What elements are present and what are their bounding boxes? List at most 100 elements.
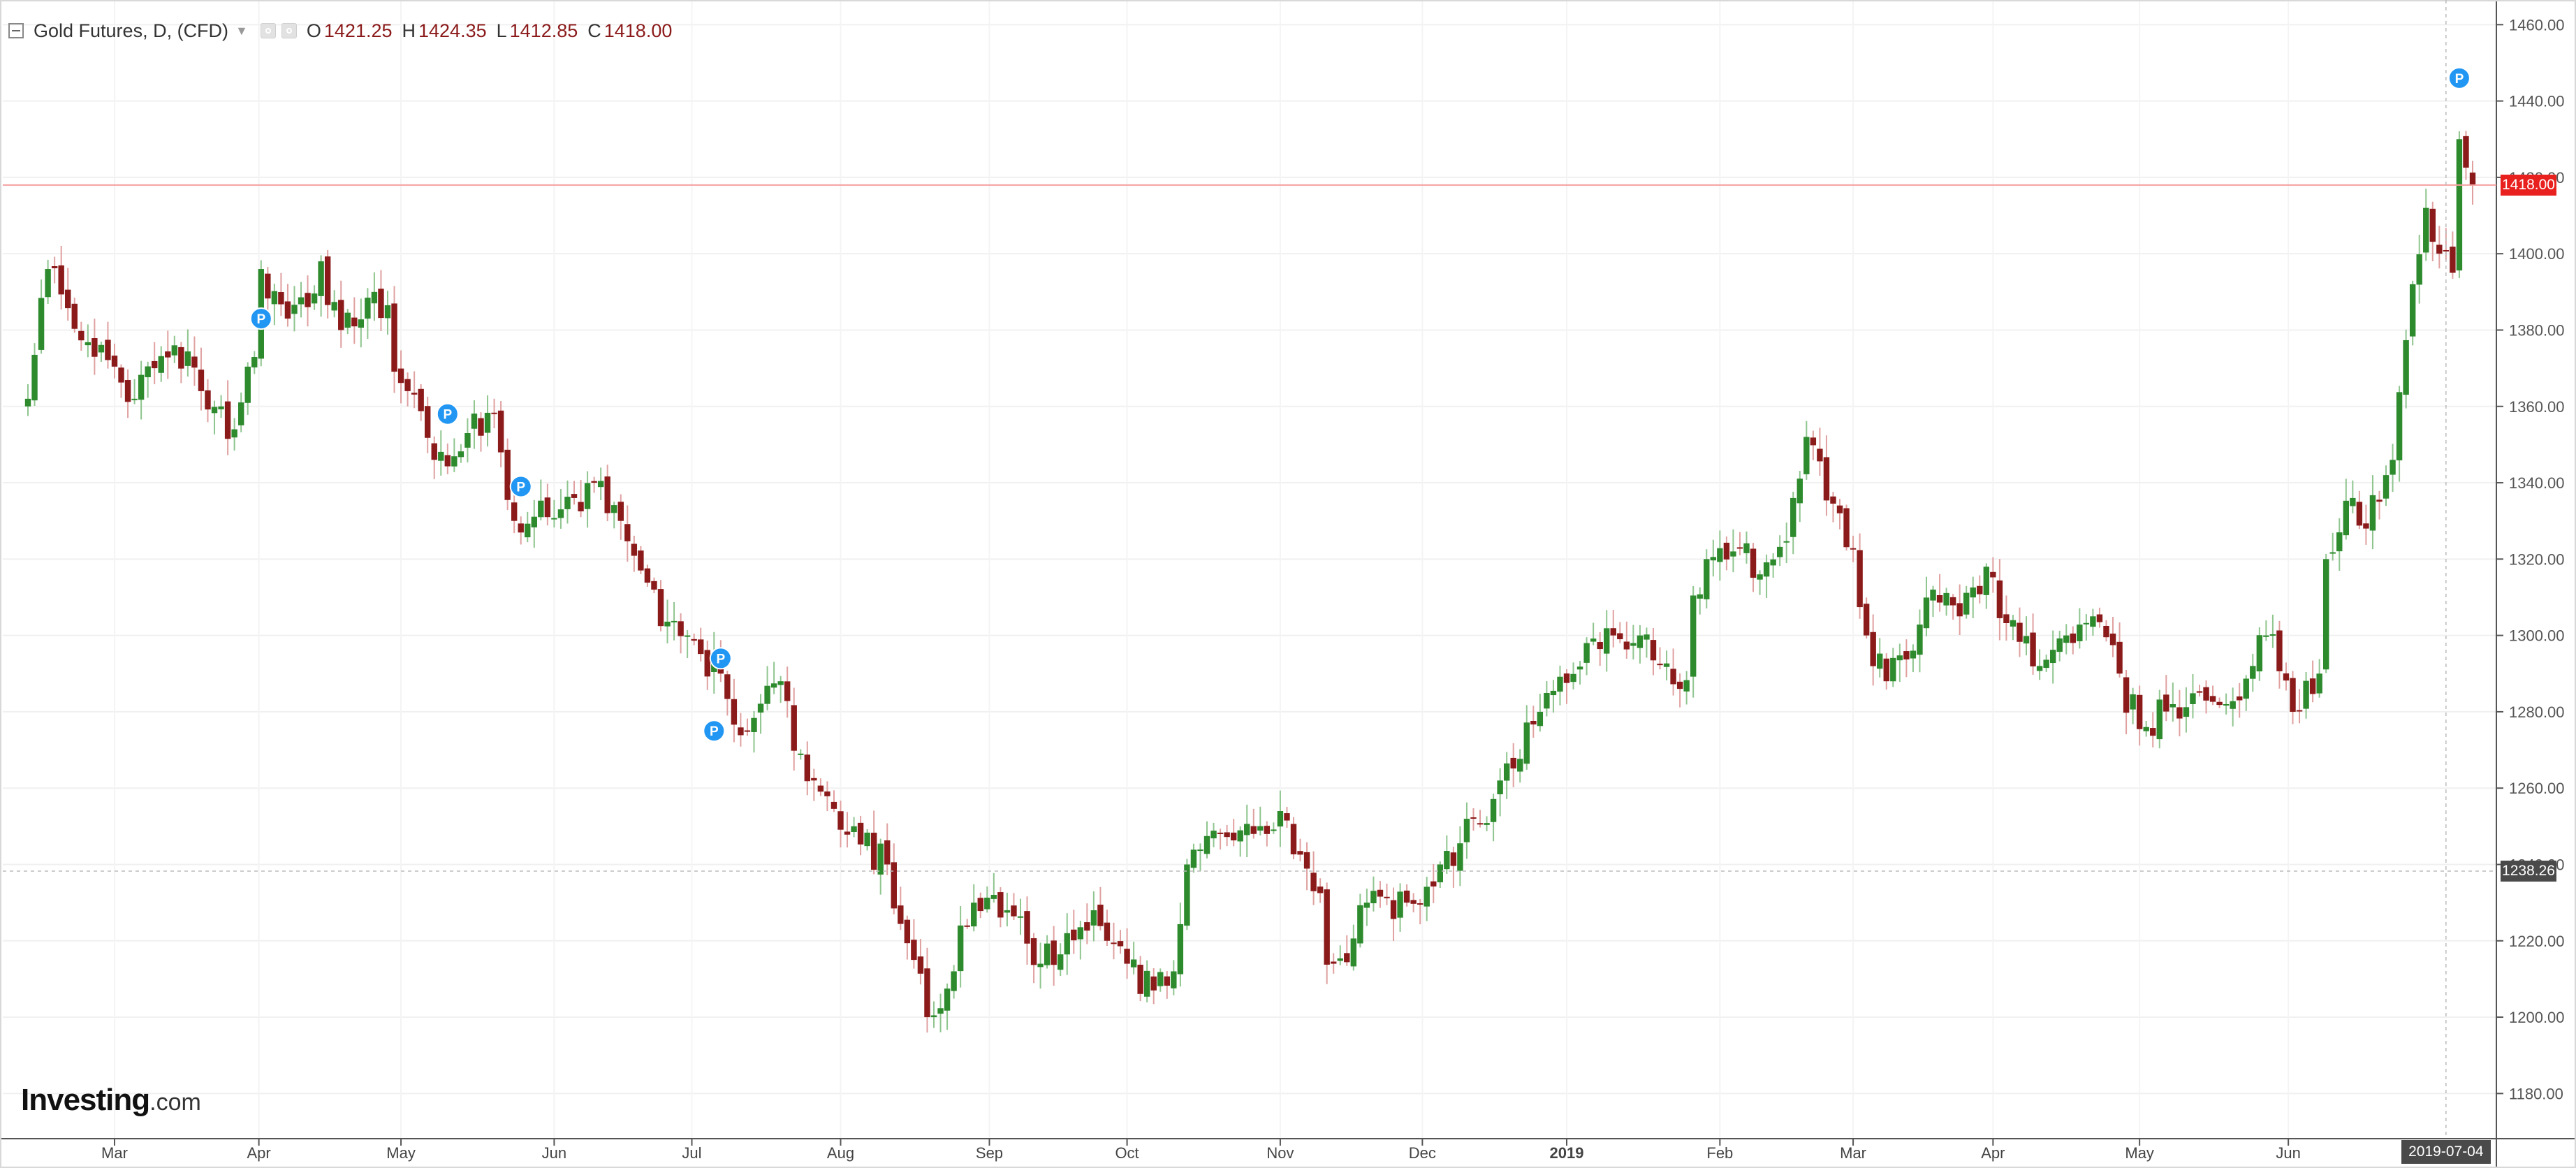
candle xyxy=(1503,752,1510,799)
candle-body xyxy=(138,374,145,400)
candle xyxy=(171,335,178,363)
candle xyxy=(237,392,244,432)
candle xyxy=(38,279,45,354)
candle xyxy=(1857,533,1863,619)
candle xyxy=(1317,878,1324,903)
candle xyxy=(2329,532,2336,561)
candle xyxy=(751,710,757,753)
candle-body xyxy=(1563,673,1570,683)
symbol-title[interactable]: Gold Futures, D, (CFD) xyxy=(34,20,229,41)
candle-body xyxy=(198,370,205,391)
candle-body xyxy=(1384,896,1390,898)
candle-body xyxy=(1344,953,1350,963)
candle xyxy=(578,480,584,518)
candle-body xyxy=(2116,641,2123,674)
candle xyxy=(158,346,164,382)
candle-body xyxy=(751,717,757,732)
candle xyxy=(1090,891,1097,942)
candle-body xyxy=(1137,965,1143,994)
candle xyxy=(165,330,171,379)
candle-body xyxy=(1410,900,1417,904)
x-tick-label: Mar xyxy=(101,1144,128,1162)
candle xyxy=(1150,968,1157,1005)
candle xyxy=(1550,680,1557,713)
candle-body xyxy=(704,650,710,677)
candle-body xyxy=(1683,680,1690,692)
candle-body xyxy=(1084,922,1090,931)
candle xyxy=(1437,861,1443,889)
candle xyxy=(1290,817,1297,859)
candle-body xyxy=(344,312,351,328)
candle-body xyxy=(1983,567,1990,595)
candle xyxy=(1910,644,1917,673)
candle-body xyxy=(1637,635,1644,648)
candle-body xyxy=(1836,505,1843,513)
candle-body xyxy=(1676,681,1683,689)
candle xyxy=(1143,960,1150,1002)
candle xyxy=(131,379,138,404)
dropdown-icon[interactable]: ▼ xyxy=(235,23,248,38)
candle-body xyxy=(1071,929,1077,941)
candle-body xyxy=(1910,650,1917,659)
settings-icon[interactable] xyxy=(260,23,276,38)
candle-body xyxy=(678,621,684,636)
candle xyxy=(864,828,870,851)
candle-body xyxy=(2017,622,2023,642)
candle xyxy=(351,297,358,344)
candle-body xyxy=(664,621,671,627)
candle-body xyxy=(638,550,644,571)
candle xyxy=(2469,161,2476,205)
candle xyxy=(1970,576,1976,618)
candle xyxy=(1770,553,1776,578)
candle-body xyxy=(764,685,770,704)
investing-logo[interactable]: Investing.com xyxy=(21,1083,201,1118)
candle xyxy=(358,298,365,348)
candle-body xyxy=(1783,541,1790,543)
candle xyxy=(2043,655,2049,672)
candle xyxy=(2169,682,2176,722)
candle xyxy=(731,678,738,743)
candle xyxy=(2176,689,2183,737)
candle-body xyxy=(1090,910,1097,926)
pivot-marker-circle xyxy=(2447,66,2471,89)
eye-icon[interactable] xyxy=(281,23,297,38)
candle-body xyxy=(844,831,851,835)
candle-body xyxy=(1576,666,1583,670)
high-value: 1424.35 xyxy=(418,20,487,41)
candle-body xyxy=(1923,597,1930,629)
candle-body xyxy=(1883,658,1889,682)
candle xyxy=(957,905,964,988)
candle xyxy=(518,516,524,545)
candle xyxy=(525,511,531,543)
candle-body xyxy=(444,455,451,467)
candle xyxy=(1697,587,1703,615)
candle-body xyxy=(1597,642,1603,650)
candle-body xyxy=(265,273,271,299)
candle xyxy=(1284,807,1290,828)
candle xyxy=(1397,883,1403,932)
candle xyxy=(1177,903,1184,987)
candle xyxy=(2423,189,2429,261)
candle xyxy=(657,580,664,632)
candle-body xyxy=(944,988,951,1011)
candle xyxy=(1650,628,1657,676)
low-value: 1412.85 xyxy=(509,20,578,41)
collapse-icon[interactable] xyxy=(8,23,24,38)
candle xyxy=(597,467,604,501)
candle xyxy=(1077,921,1084,960)
candle xyxy=(2190,673,2196,719)
candle-body xyxy=(2469,173,2476,185)
candle xyxy=(438,430,444,476)
candle xyxy=(738,713,744,747)
candle-body xyxy=(1996,580,2003,618)
candle-body xyxy=(2203,687,2209,701)
candle-body xyxy=(1024,911,1030,944)
candle xyxy=(1104,910,1111,946)
candle xyxy=(1843,504,1850,551)
x-tick-label: Mar xyxy=(1840,1144,1866,1162)
candle-body xyxy=(1830,496,1836,504)
candle-body xyxy=(231,429,237,438)
candle xyxy=(964,919,970,929)
